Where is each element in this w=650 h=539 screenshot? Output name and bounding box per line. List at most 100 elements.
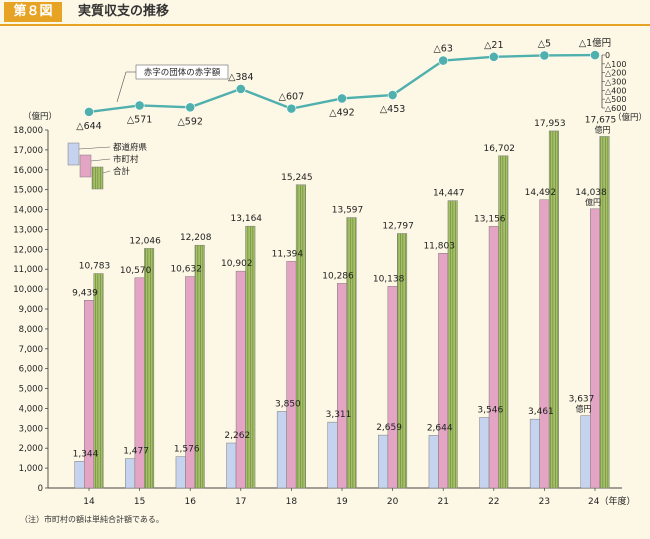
- x-tick-label-last: 24（年度）: [588, 495, 635, 507]
- deficit-point-23: [539, 50, 550, 61]
- y-tick-label: 5,000: [19, 385, 43, 395]
- bar-value-label: 10,286: [322, 271, 354, 281]
- deficit-point-21: [438, 55, 449, 66]
- bar-市町村-19: [337, 283, 347, 489]
- deficit-value-label: △384: [228, 72, 253, 83]
- bar-value-label: 11,803: [423, 241, 455, 251]
- y-tick-label: 2,000: [19, 444, 43, 454]
- deficit-point-15: [134, 100, 145, 111]
- y-tick-label: 3,000: [19, 424, 43, 434]
- bar-都道府県-23: [529, 418, 540, 489]
- x-tick-label: 18: [286, 497, 298, 507]
- bar-市町村-17: [235, 270, 246, 489]
- bar-chart: 0 1,000 2,000 3,000 4,000 5,000 6,000 7,000 8,00…: [13, 111, 635, 507]
- callout-leader: [116, 71, 127, 103]
- bar-value-label: 11,394: [272, 249, 304, 259]
- x-tick-label: 22: [488, 497, 499, 507]
- y-tick-label: 8,000: [19, 325, 43, 335]
- series-callout-label: 赤字の団体の赤字額: [144, 67, 221, 78]
- bar-合計-15: [144, 248, 155, 489]
- bar-都道府県-16: [175, 456, 186, 489]
- y-tick-label: 14,000: [13, 206, 43, 216]
- bar-合計-14: [93, 273, 104, 489]
- bar-合計-16: [194, 244, 205, 489]
- bar-市町村-18: [286, 261, 297, 489]
- bar-value-label: 10,632: [170, 265, 202, 275]
- y-tick-label: 4,000: [19, 404, 43, 414]
- bar-合計-23: [548, 130, 559, 489]
- deficit-point-22: [488, 51, 499, 62]
- x-tick-label: 15: [134, 497, 145, 507]
- bar-都道府県-21: [428, 435, 439, 489]
- deficit-point-24: [590, 50, 600, 60]
- deficit-value-label: △63: [433, 44, 452, 55]
- deficit-value-label: △1億円: [579, 37, 611, 49]
- bar-value-label: 12,797: [382, 221, 414, 231]
- bar-value-label: 13,597: [332, 206, 364, 216]
- deficit-value-label: △453: [380, 104, 405, 115]
- legend-swatch-合計: [91, 166, 104, 190]
- y-tick-label: 18,000: [13, 126, 43, 136]
- x-tick-label: 21: [437, 497, 448, 507]
- bar-都道府県-17: [226, 442, 237, 489]
- bar-value-label: 12,208: [180, 233, 212, 243]
- bar-市町村-22: [488, 226, 499, 489]
- y-tick-label: 0: [38, 484, 43, 494]
- line-axis-label: △400: [605, 86, 626, 95]
- figure-header: 第８図 実質収支の推移: [0, 0, 650, 26]
- bar-value-label: 3,850: [275, 399, 301, 409]
- deficit-point-19: [337, 93, 347, 104]
- bar-value-label: 10,902: [221, 259, 253, 269]
- bar-都道府県-19: [327, 421, 338, 489]
- y-tick-label: 7,000: [19, 345, 43, 355]
- deficit-point-20: [387, 90, 398, 100]
- bar-合計-22: [498, 155, 509, 489]
- deficit-point-17: [235, 84, 246, 94]
- bar-value-label: 17,675: [585, 115, 617, 125]
- bar-value-label: 3,311: [326, 410, 352, 420]
- bar-合計-24: [599, 136, 610, 489]
- bar-value-label: 3,546: [477, 405, 503, 415]
- bar-value-label: 14,447: [433, 189, 465, 199]
- bar-市町村-21: [438, 253, 449, 489]
- deficit-point-14: [84, 106, 94, 117]
- line-axis-label: △300: [605, 78, 626, 87]
- deficit-point-18: [286, 103, 297, 114]
- bar-value-label: 17,953: [534, 119, 566, 129]
- bar-value-label: 10,138: [373, 274, 405, 284]
- deficit-point-16: [185, 102, 196, 113]
- bar-市町村-23: [539, 199, 550, 489]
- deficit-value-label: △644: [76, 121, 101, 132]
- bar-unit-suffix: 億円: [576, 404, 592, 414]
- x-tick-label: 23: [539, 497, 550, 507]
- y-tick-label: 13,000: [13, 225, 43, 235]
- deficit-value-label: △5: [538, 38, 551, 49]
- deficit-line: [88, 53, 596, 114]
- legend-swatch-市町村: [79, 154, 92, 178]
- bar-value-label: 3,461: [528, 407, 554, 417]
- y-tick-label: 6,000: [19, 365, 43, 375]
- bar-value-label: 2,659: [376, 423, 402, 433]
- bar-value-label: 13,156: [474, 214, 506, 224]
- legend-leader: [102, 170, 111, 174]
- bar-value-label: 15,245: [281, 173, 313, 183]
- y-axis-unit: （億円）: [23, 111, 57, 122]
- y-tick-label: 10,000: [13, 285, 43, 295]
- legend-swatch-都道府県: [67, 142, 80, 166]
- footnote: （注）市町村の額は単純合計額である。: [20, 515, 164, 524]
- deficit-value-label: △592: [177, 116, 202, 127]
- bar-value-label: 14,038: [575, 188, 607, 198]
- line-axis-label: 0: [605, 51, 610, 60]
- line-axis-label: △500: [605, 95, 626, 104]
- bar-value-label: 2,262: [224, 431, 250, 441]
- bar-市町村-16: [185, 276, 196, 489]
- bar-value-label: 9,439: [72, 288, 98, 298]
- y-tick-label: 16,000: [13, 166, 43, 176]
- figure-number-badge: 第８図: [4, 2, 62, 22]
- y-tick-label: 1,000: [19, 464, 43, 474]
- deficit-value-label: △571: [127, 114, 152, 125]
- bar-都道府県-15: [125, 458, 136, 489]
- legend-label-市町村: 市町村: [113, 154, 139, 165]
- bar-市町村-20: [387, 286, 398, 489]
